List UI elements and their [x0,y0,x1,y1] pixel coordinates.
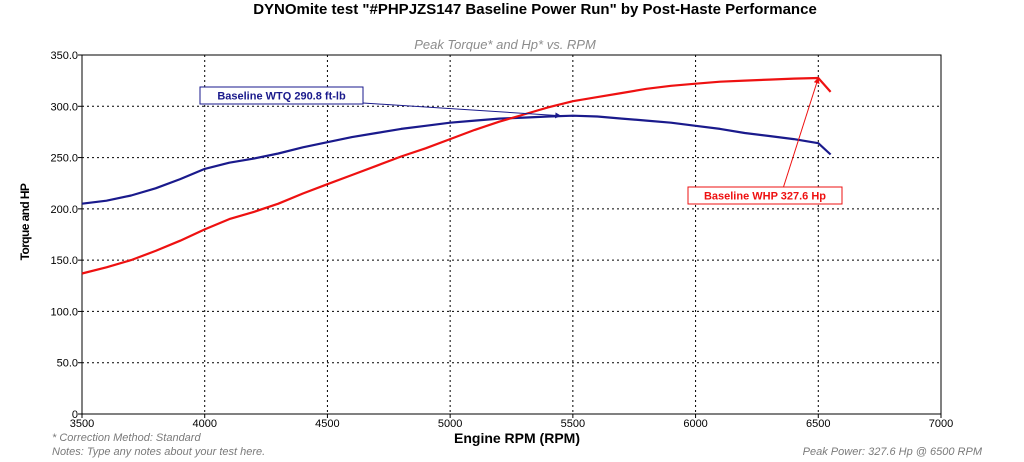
y-tick-label: 50.0 [57,358,78,370]
x-tick-label: 6500 [806,418,830,430]
test-notes: Notes: Type any notes about your test he… [52,446,266,458]
hp-series-line [81,76,832,275]
chart-subtitle: Peak Torque* and Hp* vs. RPM [414,37,596,52]
x-tick-label: 4000 [192,418,216,430]
correction-method-note: * Correction Method: Standard [52,432,201,444]
x-tick-label: 6000 [683,418,707,430]
torque-series-line [81,114,832,205]
y-tick-label: 250.0 [50,153,78,165]
series-lines [81,76,832,275]
annotation-label: Baseline WHP 327.6 Hp [704,191,826,203]
annotations: Baseline WTQ 290.8 ft-lb Baseline WHP 327… [199,77,843,205]
y-axis-label: Torque and HP [18,183,32,260]
x-axis-label: Engine RPM (RPM) [454,430,580,446]
x-tick-label: 3500 [70,418,94,430]
axis-ticks: 3500 4000 4500 5000 5500 6000 6500 7000 0 50.0 100… [50,50,953,430]
annotation-label: Baseline WTQ 290.8 ft-lb [217,91,346,103]
x-tick-label: 5500 [561,418,585,430]
plot-frame [81,54,942,415]
x-tick-label: 4500 [315,418,339,430]
x-tick-label: 5000 [438,418,462,430]
annotation-leader-line [362,102,562,119]
main-title: DYNOmite test "#PHPJZS147 Baseline Power… [253,1,817,18]
y-tick-label: 350.0 [50,50,78,62]
y-tick-label: 150.0 [50,255,78,267]
annotation-box [199,86,364,105]
y-tick-label: 200.0 [50,204,78,216]
x-tick-label: 7000 [929,418,953,430]
y-tick-label: 0 [72,409,78,421]
annotation-box [687,186,843,205]
y-tick-label: 100.0 [50,306,78,318]
peak-power-readout: Peak Power: 327.6 Hp @ 6500 RPM [802,446,982,458]
annotation-leader-line [783,77,820,188]
y-tick-label: 300.0 [50,101,78,113]
grid-lines [82,55,941,414]
